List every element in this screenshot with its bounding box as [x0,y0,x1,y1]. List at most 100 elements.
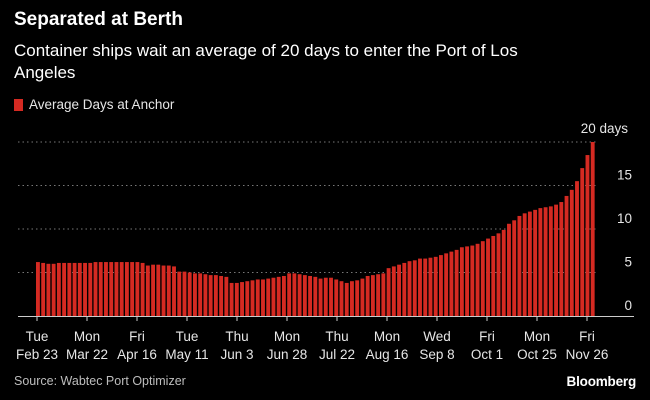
bar [88,262,93,316]
bar [72,262,77,316]
bar [297,274,302,316]
bar [554,204,558,316]
bar [533,209,538,316]
legend-label: Average Days at Anchor [29,97,175,112]
bar [590,142,595,316]
bar [323,277,328,316]
bar [124,262,129,316]
bar [292,273,297,316]
x-tick-date-label: Jun 3 [220,347,253,362]
bar [334,279,339,316]
bar [255,279,260,316]
bar [302,275,307,316]
bar [355,280,360,316]
x-tick-day-label: Fri [579,329,595,344]
bar [407,261,412,316]
bar [271,277,276,316]
bar [208,275,213,316]
bar [161,265,166,316]
x-tick-day-label: Mon [274,329,300,344]
x-tick-day-label: Wed [423,329,451,344]
bar [475,243,480,316]
bar [344,282,349,316]
x-tick-date-label: Jun 28 [267,347,308,362]
x-tick-date-label: Sep 8 [419,347,454,362]
bar [41,262,46,316]
bar [276,276,281,316]
bar [135,262,140,316]
bar [318,278,323,316]
bar [569,189,574,316]
x-tick-day-label: Fri [129,329,145,344]
bar [412,260,417,316]
x-tick-date-label: Mar 22 [66,347,108,362]
bar [193,273,197,316]
bar [423,258,428,316]
bar [83,262,87,316]
bar [454,249,459,316]
bar [213,275,218,316]
bar [507,223,511,316]
x-axis-labels: Tue Feb 23 Mon Mar 22 Fri Apr 16 Tue May 11 Thu J… [16,329,608,362]
brand-logo: Bloomberg [566,374,637,389]
y-axis-labels: 0 5 10 15 20 days [581,121,632,313]
bar [480,241,485,316]
bar [564,195,569,316]
bar [397,264,401,316]
x-tick-date-label: May 11 [165,347,208,362]
x-tick-day-label: Mon [374,329,400,344]
x-tick-date-label: Aug 16 [366,347,409,362]
bar [329,277,333,316]
bar [145,265,150,316]
bar [433,256,438,316]
x-tick-date-label: Nov 26 [566,347,609,362]
x-tick-day-label: Thu [325,329,348,344]
bar [140,262,145,316]
bar [93,262,98,316]
bar [56,262,61,316]
bar [470,245,475,316]
bar [428,257,433,316]
bar [501,229,506,316]
bar [109,262,114,316]
bar [585,155,590,316]
bar [580,168,585,316]
bar [67,262,72,316]
bar [381,273,386,316]
bar [350,281,354,316]
bar [486,238,490,316]
bar [119,262,124,316]
bar [234,282,239,316]
x-tick-day-label: Fri [479,329,495,344]
bar [151,264,156,316]
bar [548,206,553,316]
x-tick-day-label: Tue [26,329,49,344]
bar [156,264,161,316]
bars [36,142,595,316]
bar [198,273,203,316]
bar [449,251,454,316]
bar [166,265,171,316]
x-tick-day-label: Mon [74,329,100,344]
bar [36,262,40,316]
bar [465,246,470,316]
x-tick-date-label: Oct 25 [517,347,557,362]
bar [517,215,522,316]
bar [496,233,501,316]
bar [360,278,365,316]
y-tick-label: 5 [624,255,632,270]
x-tick-day-label: Tue [176,329,199,344]
x-tick-date-label: Feb 23 [16,347,58,362]
bar [459,247,464,316]
bar [386,268,391,316]
bar [281,275,286,316]
bar [250,280,255,316]
y-tick-label: 15 [617,168,632,183]
x-tick-day-label: Mon [524,329,550,344]
bar [376,274,381,316]
bar [130,262,135,316]
bar [402,262,407,316]
bar [219,275,224,316]
bar [224,276,229,316]
bar [527,211,532,316]
